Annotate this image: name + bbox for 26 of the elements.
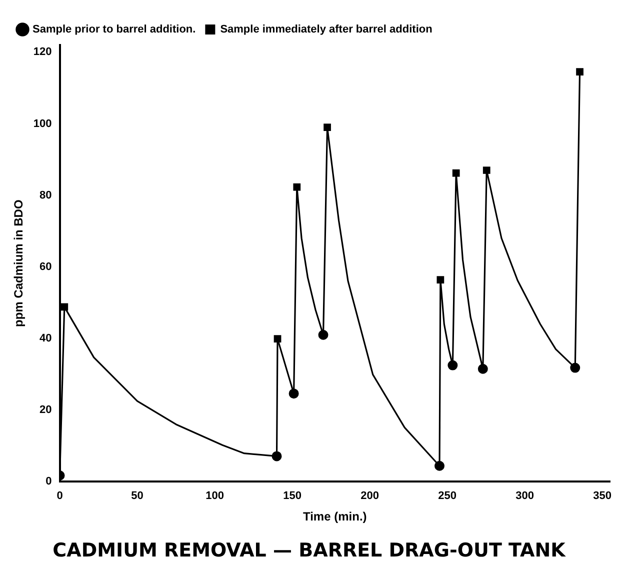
y-tick-label: 60 bbox=[40, 260, 52, 273]
point bbox=[436, 276, 444, 284]
point bbox=[324, 124, 331, 131]
x-tick-label: 100 bbox=[206, 490, 224, 502]
y-axis-title: ppm Cadmium in BDO bbox=[12, 200, 26, 327]
x-tick-label: 250 bbox=[438, 490, 456, 502]
x-axis-title: Time (min.) bbox=[302, 509, 367, 524]
point bbox=[576, 68, 584, 76]
y-tick-label: 40 bbox=[40, 332, 52, 344]
legend-label: Sample immediately after barrel addition bbox=[220, 24, 433, 36]
point bbox=[482, 166, 490, 174]
y-tick-label: 0 bbox=[46, 476, 52, 488]
x-tick-label: 0 bbox=[56, 490, 63, 502]
x-tick-label: 50 bbox=[131, 490, 144, 502]
y-tick-label: 80 bbox=[40, 189, 52, 202]
point bbox=[452, 169, 460, 177]
y-tick-label: 120 bbox=[33, 46, 52, 58]
point bbox=[293, 183, 301, 191]
y-tick-label: 20 bbox=[40, 404, 52, 416]
y-tick-label: 100 bbox=[33, 118, 52, 130]
x-tick-label: 300 bbox=[516, 490, 534, 502]
x-tick-label: 350 bbox=[593, 490, 612, 502]
x-tick-label: 200 bbox=[360, 490, 379, 502]
legend-label: Sample prior to barrel addition. bbox=[32, 24, 196, 36]
x-tick-label: 150 bbox=[283, 490, 302, 502]
text: CADMIUM REMOVAL — BARREL DRAG-OUT TANK bbox=[52, 540, 567, 562]
